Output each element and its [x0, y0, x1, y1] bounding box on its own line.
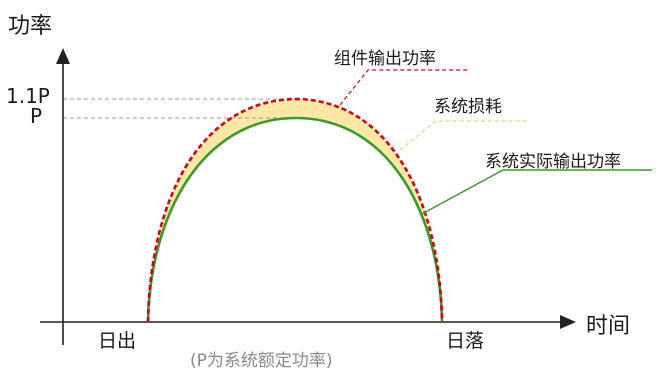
y-axis-title: 功率 [8, 14, 53, 39]
module-output-curve [146, 97, 444, 323]
module-output-label: 组件输出功率 [334, 49, 436, 69]
x-tick-sunrise: 日出 [98, 330, 137, 352]
actual-output-curve [146, 116, 444, 323]
y-tick-1p1: 1.1P [6, 84, 50, 108]
leader-system-loss [399, 120, 530, 151]
leader-module-output [339, 69, 468, 106]
y-tick-p: P [30, 104, 43, 128]
x-axis-arrow-icon [560, 315, 576, 329]
actual-output-label: 系统实际输出功率 [485, 152, 621, 172]
x-axis-title: 时间 [586, 314, 631, 339]
x-tick-sunset: 日落 [446, 330, 485, 352]
system-loss-label: 系统损耗 [434, 97, 502, 117]
y-axis-arrow-icon [56, 48, 70, 64]
rated-power-note: (P为系统额定功率) [190, 351, 333, 371]
system-loss-area [148, 99, 442, 322]
leader-actual-output [419, 169, 652, 216]
